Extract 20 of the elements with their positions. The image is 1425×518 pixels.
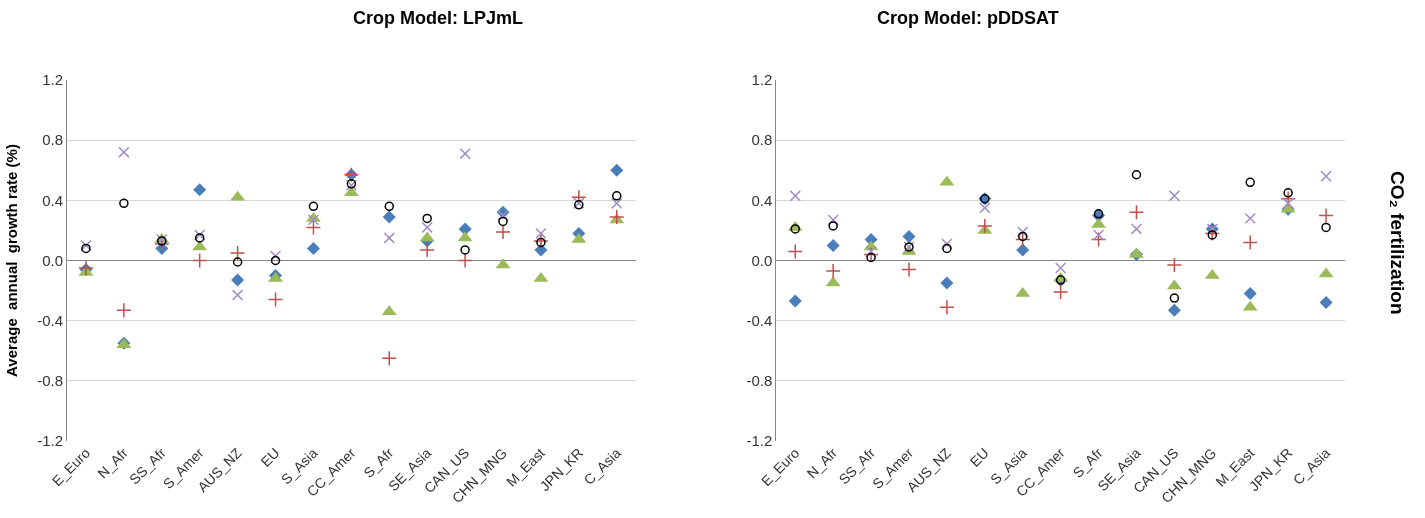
y-axis-title: Average annual growth rate (%) bbox=[3, 144, 21, 377]
chart-title: Crop Model: LPJmL bbox=[353, 8, 523, 28]
y-tick-label: -0.4 bbox=[37, 311, 63, 329]
y-tick-label: -1.2 bbox=[746, 432, 773, 450]
x-tick-label: EU bbox=[966, 444, 992, 470]
y-tick-label: 1.2 bbox=[42, 71, 63, 89]
chart-title: Crop Model: pDDSAT bbox=[877, 8, 1059, 28]
y-tick-label: -0.8 bbox=[37, 372, 63, 390]
y2-axis-title: CO₂ fertilization bbox=[1386, 170, 1408, 315]
y-tick-label: 1.2 bbox=[751, 71, 773, 89]
y-tick-label: 0.0 bbox=[42, 251, 63, 269]
y-tick-label: -1.2 bbox=[37, 432, 63, 450]
y-tick-label: 0.4 bbox=[42, 191, 63, 209]
y-tick-label: 0.4 bbox=[751, 191, 773, 209]
y-tick-label: 0.0 bbox=[751, 251, 773, 269]
y-tick-label: 0.8 bbox=[42, 131, 63, 149]
y-tick-label: 0.8 bbox=[751, 131, 773, 149]
y-tick-label: -0.4 bbox=[746, 311, 773, 329]
x-tick-label: EU bbox=[257, 444, 283, 470]
y-tick-label: -0.8 bbox=[746, 372, 773, 390]
